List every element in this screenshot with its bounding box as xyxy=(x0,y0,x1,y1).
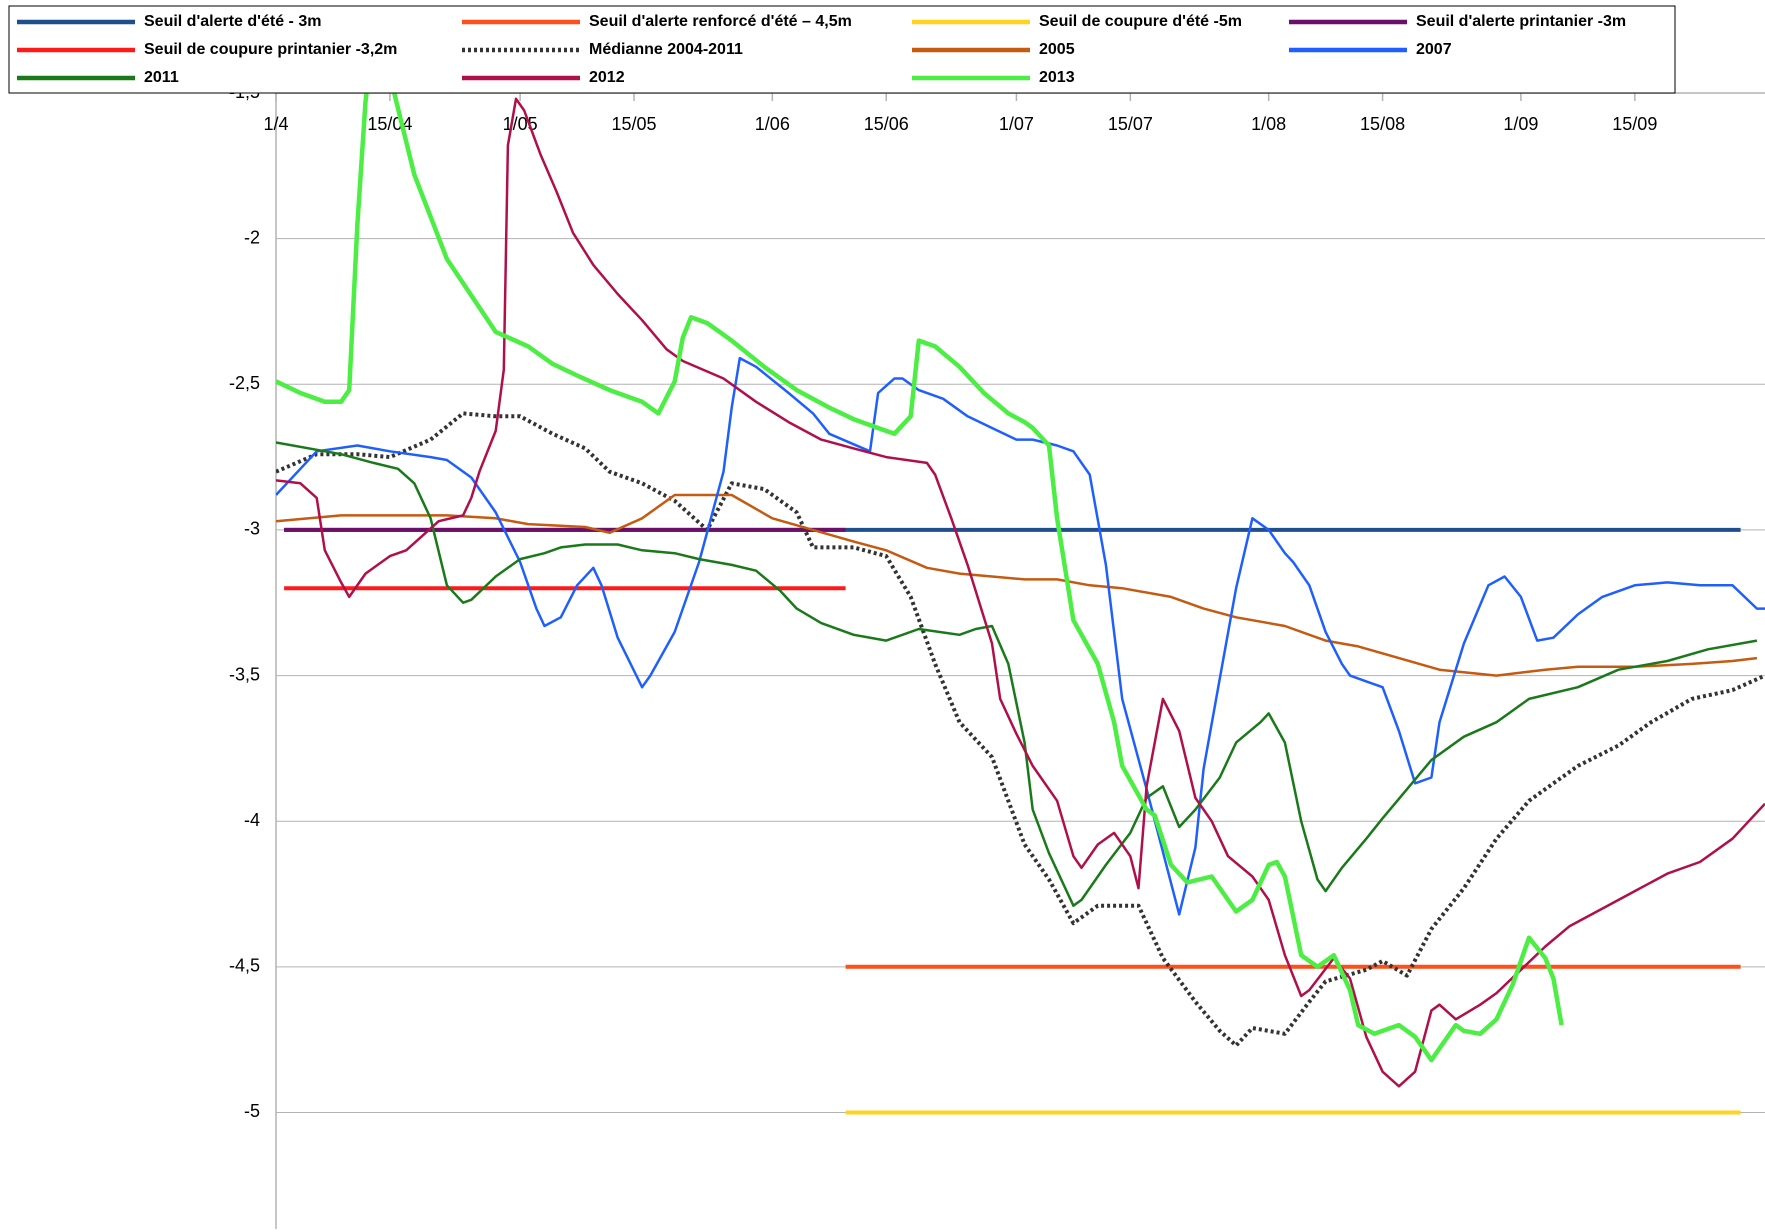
legend-label: Seuil d'alerte printanier -3m xyxy=(1416,13,1626,30)
series-line xyxy=(276,411,1765,1048)
x-tick-label: 15/08 xyxy=(1360,114,1405,134)
legend-label: 2013 xyxy=(1039,69,1075,86)
legend-label: 2012 xyxy=(589,69,625,86)
x-tick-label: 15/05 xyxy=(611,114,656,134)
y-tick-label: -4 xyxy=(244,810,260,830)
legend-label: 2007 xyxy=(1416,41,1452,58)
y-tick-label: -4,5 xyxy=(229,956,260,976)
legend-label: 2005 xyxy=(1039,41,1075,58)
y-tick-label: -5 xyxy=(244,1101,260,1121)
x-tick-label: 1/08 xyxy=(1251,114,1286,134)
legend-label: 2011 xyxy=(144,69,179,86)
series-line xyxy=(276,97,1765,1088)
plot-area xyxy=(276,93,1765,1115)
legend: Seuil d'alerte d'été - 3m Seuil d'alerte … xyxy=(8,5,1676,94)
legend-label: Seuil d'alerte d'été - 3m xyxy=(144,13,321,30)
series-line xyxy=(276,441,1758,907)
series-line xyxy=(276,356,1765,916)
legend-label: Médianne 2004-2011 xyxy=(589,41,743,58)
legend-label: Seuil d'alerte renforcé d'été – 4,5m xyxy=(589,13,852,30)
x-tick-label: 15/09 xyxy=(1612,114,1657,134)
legend-label: Seuil de coupure printanier -3,2m xyxy=(144,41,397,58)
y-tick-label: -2,5 xyxy=(229,373,260,393)
y-tick-label: -2 xyxy=(244,227,260,247)
x-tick-label: 1/07 xyxy=(999,114,1034,134)
x-tick-label: 1/06 xyxy=(755,114,790,134)
y-tick-label: -3,5 xyxy=(229,664,260,684)
x-tick-label: 1/4 xyxy=(263,114,288,134)
x-tick-label: 15/07 xyxy=(1108,114,1153,134)
x-tick-label: 1/09 xyxy=(1503,114,1538,134)
x-tick-label: 15/06 xyxy=(864,114,909,134)
y-tick-label: -3 xyxy=(244,519,260,539)
series-line xyxy=(276,493,1758,677)
legend-label: Seuil de coupure d'été -5m xyxy=(1039,13,1242,30)
series-line xyxy=(276,93,1564,1063)
